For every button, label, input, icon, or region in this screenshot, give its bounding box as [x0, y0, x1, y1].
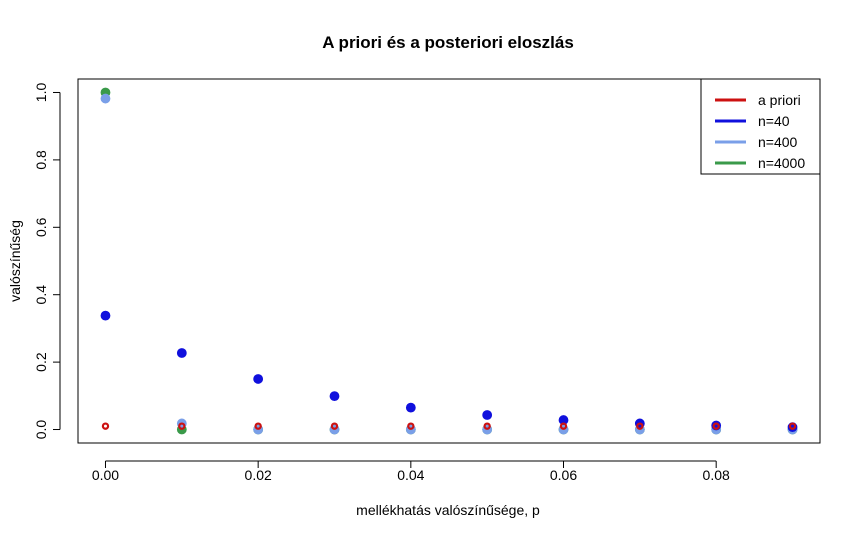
x-tick-label: 0.04 [397, 467, 424, 483]
point-a-priori [559, 422, 568, 430]
legend-label: n=400 [758, 134, 798, 150]
y-axis: 0.0 0.2 0.4 0.6 0.8 1.0 [33, 83, 61, 440]
point-n-40 [253, 374, 264, 384]
point-a-priori [712, 422, 720, 430]
point-a-priori [636, 422, 644, 430]
y-axis-label: valószínűség [7, 220, 23, 302]
x-tick-label: 0.08 [703, 467, 730, 483]
y-tick-label: 0.6 [33, 217, 49, 237]
point-a-priori [254, 422, 262, 430]
x-tick-label: 0.00 [92, 467, 119, 483]
point-a-priori [330, 422, 339, 430]
point-n-40 [176, 348, 187, 358]
y-tick-label: 0.4 [33, 285, 49, 305]
point-n-40 [482, 410, 493, 420]
legend-box [700, 78, 821, 175]
point-n-40 [329, 391, 340, 402]
point-a-priori [483, 422, 491, 430]
legend: a priori n=40 n=400 n=4000 [700, 78, 821, 175]
x-axis: 0.00 0.02 0.04 0.06 0.08 [92, 460, 730, 483]
legend-label: a priori [758, 92, 801, 108]
chart-title: A priori és a posteriori eloszlás [322, 33, 574, 52]
point-n-40 [100, 310, 111, 321]
point-a-priori [407, 422, 415, 430]
x-tick-label: 0.02 [245, 467, 272, 483]
point-a-priori [788, 422, 797, 430]
point-a-priori [101, 422, 110, 430]
point-n-40 [405, 402, 416, 413]
data-points [100, 87, 798, 435]
x-tick-label: 0.06 [550, 467, 577, 483]
plot-frame [77, 78, 821, 444]
y-tick-label: 0.0 [33, 420, 49, 440]
y-tick-label: 1.0 [33, 83, 49, 103]
point-n-400 [100, 93, 111, 104]
legend-label: n=4000 [758, 155, 805, 171]
legend-label: n=40 [758, 113, 790, 129]
y-tick-label: 0.2 [33, 352, 49, 372]
x-axis-label: mellékhatás valószínűsége, p [356, 502, 540, 518]
y-tick-label: 0.8 [33, 150, 49, 170]
point-a-priori [178, 422, 186, 430]
